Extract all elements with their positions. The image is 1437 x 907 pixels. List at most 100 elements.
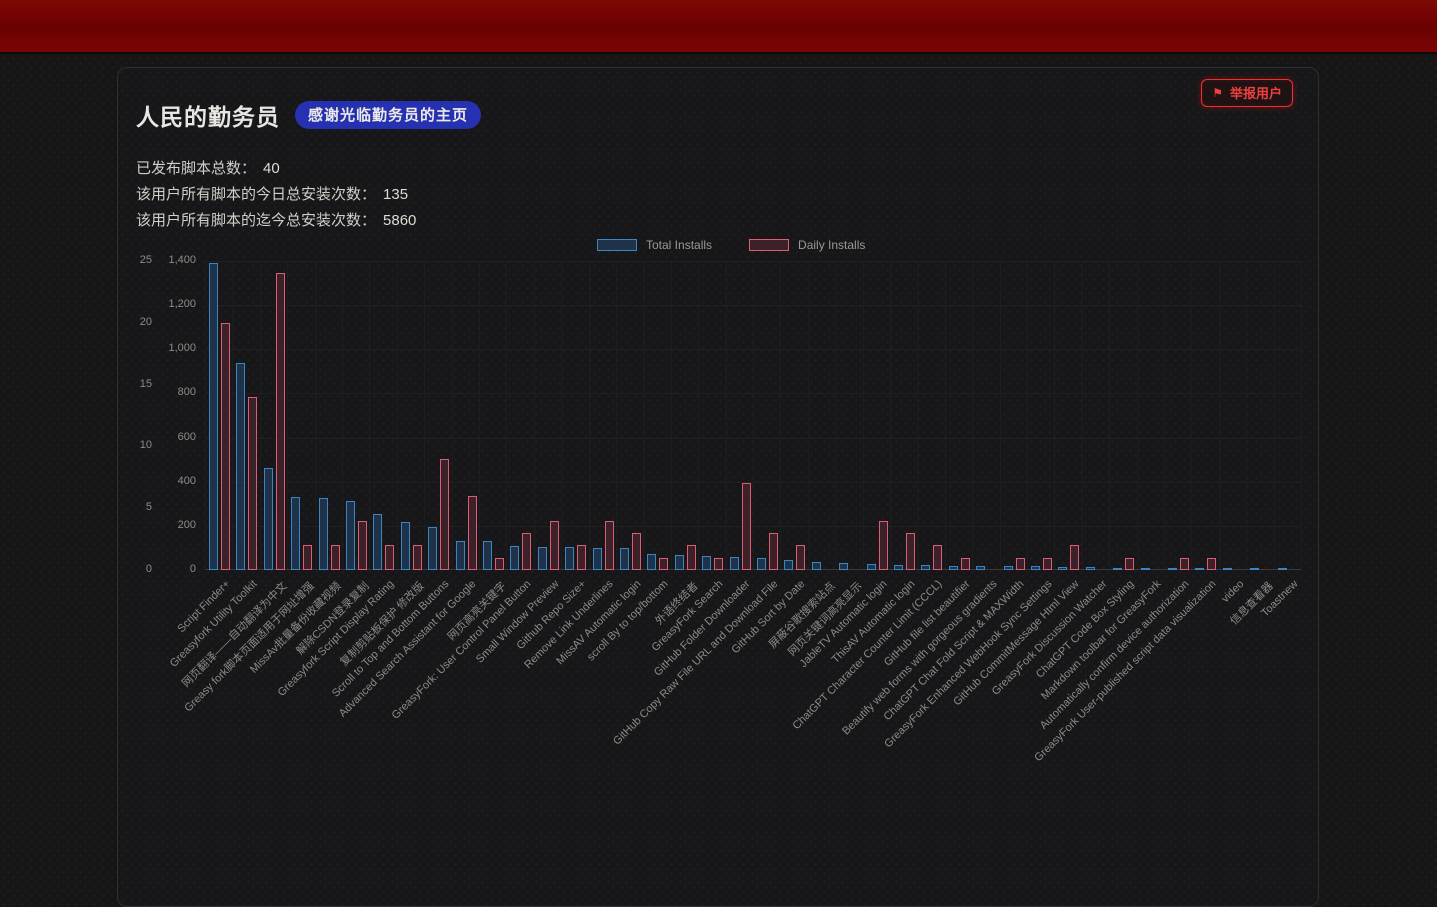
gridline-vertical (342, 261, 343, 570)
bar-total-installs (647, 554, 657, 570)
x-axis-label: MissAv批量备份收藏视频 (248, 580, 344, 676)
x-axis-label: 网页关键词高亮显示 (786, 580, 865, 659)
gridline-vertical (698, 261, 700, 570)
bar-total-installs (510, 546, 520, 570)
stat-daily-installs: 该用户所有脚本的今日总安装次数： 135 (136, 182, 1318, 208)
bar-total-installs (1113, 567, 1123, 570)
gridline-vertical (972, 261, 974, 570)
bar-total-installs (921, 565, 931, 570)
gridline-horizontal (205, 349, 1301, 351)
y-axis-tick-daily: 15 (139, 377, 152, 390)
bar-total-installs (209, 263, 218, 570)
bar-total-installs (428, 526, 438, 570)
flag-icon: ⚑ (1212, 85, 1223, 100)
report-user-button[interactable]: ⚑ 举报用户 (1201, 79, 1293, 107)
x-axis-label: GitHub Copy Raw File URL and Download Fi… (610, 578, 781, 748)
gridline-vertical (533, 261, 535, 570)
gridline-vertical (780, 261, 782, 570)
bar-daily-installs (330, 545, 340, 570)
bar-daily-installs (741, 483, 751, 570)
x-axis-label: Beautify web forms with gorgeous gradien… (840, 578, 1000, 738)
bar-daily-installs (1043, 557, 1052, 570)
y-axis-tick-daily: 0 (145, 563, 152, 575)
x-axis-label: Advanced Search Assistant for Google (337, 578, 479, 720)
gridline-vertical (1273, 261, 1275, 570)
user-profile-panel: ⚑ 举报用户 人民的勤务员 感谢光临勤务员的主页 已发布脚本总数： 40 该用户所… (117, 67, 1319, 907)
x-axis-label: GreasyFork: User Control Panel Button (389, 578, 534, 722)
gridline-vertical (616, 261, 617, 570)
gridline-horizontal (205, 305, 1301, 307)
bar-daily-installs (303, 545, 313, 570)
bar-daily-installs (549, 520, 559, 570)
x-axis-label: GreasyFork Discussion Watcher (989, 578, 1109, 698)
x-axis-line (205, 569, 1301, 570)
x-axis-label: scroll By to top/bottom (585, 578, 671, 664)
gridline-vertical (1109, 261, 1111, 570)
bar-total-installs (1277, 568, 1287, 570)
gridline-vertical (232, 261, 234, 570)
x-axis-label: MissAV Automatic login (553, 578, 644, 668)
bar-total-installs (1003, 566, 1013, 570)
gridline-vertical (424, 261, 426, 570)
bar-total-installs (1058, 566, 1068, 570)
x-axis-label: GitHub CommitMessage Html View (951, 578, 1082, 709)
bar-daily-installs (686, 545, 696, 570)
bar-total-installs (1140, 568, 1150, 570)
bar-total-installs (811, 561, 821, 570)
chart-legend: Total Installs Daily Installs (597, 238, 865, 252)
gridline-vertical (1246, 261, 1248, 570)
stat-daily-installs-label: 该用户所有脚本的今日总安装次数： (136, 186, 377, 203)
gridline-vertical (1191, 261, 1193, 570)
gridline-horizontal (205, 525, 1301, 527)
x-axis-label: ChatGPT Chat Fold Script & MAXWidth (881, 578, 1027, 723)
gridline-vertical (1027, 261, 1028, 570)
bar-daily-installs (769, 532, 778, 570)
gridline-vertical (396, 261, 398, 570)
gridline-vertical (999, 261, 1001, 570)
bar-total-installs (1031, 566, 1040, 570)
bar-daily-installs (960, 557, 970, 570)
x-axis-label: 解除CSDN登录复制 (294, 580, 372, 658)
bar-total-installs (866, 563, 876, 570)
x-axis-label: Toastnew (1259, 578, 1301, 620)
report-user-label: 举报用户 (1229, 86, 1282, 101)
stat-total-installs-value: 5860 (383, 212, 417, 229)
x-axis-label: Remove Link Underlines (522, 578, 616, 672)
x-axis-label: 屏蔽谷歌搜索站点 (766, 580, 838, 651)
gridline-horizontal (205, 481, 1301, 483)
x-axis-label: GitHub Folder Downloader (652, 578, 753, 679)
x-axis-label: JableTV Automatic login (797, 578, 890, 670)
y-axis-tick-total: 1,000 (168, 342, 196, 355)
bar-total-installs (318, 498, 328, 570)
bar-total-installs (346, 501, 355, 570)
bar-daily-installs (577, 545, 587, 570)
legend-item-total: Total Installs (597, 238, 712, 252)
gridline-vertical (287, 261, 289, 570)
gridline-vertical (835, 261, 837, 570)
gridline-vertical (1164, 261, 1165, 570)
stat-total-scripts-label: 已发布脚本总数： (136, 160, 257, 177)
x-axis-label: 复制剪贴板保护 修改版 (337, 580, 427, 669)
y-axis-tick-total: 1,400 (168, 254, 196, 266)
legend-swatch-total (597, 239, 637, 251)
gridline-horizontal (205, 261, 1301, 262)
bar-total-installs (1222, 568, 1232, 570)
gridline-vertical (1136, 261, 1138, 570)
y-axis-tick-daily: 10 (139, 439, 152, 452)
y-axis-tick-total: 1,200 (168, 298, 196, 311)
legend-swatch-daily (749, 239, 790, 251)
x-axis-label: Greasyfork Script Display Rating (275, 578, 397, 699)
page-title: 人民的勤务员 (136, 104, 280, 130)
x-axis-label: Small Window Preview (473, 578, 561, 666)
bar-daily-installs (248, 396, 258, 570)
bar-daily-installs (659, 557, 669, 570)
bar-daily-installs (1070, 545, 1080, 570)
bar-daily-installs (878, 520, 888, 570)
gridline-vertical (205, 261, 206, 570)
bar-daily-installs (358, 520, 367, 570)
x-axis-label: GitHub file list beautifier (881, 578, 972, 669)
bar-daily-installs (796, 545, 806, 570)
bar-total-installs (483, 541, 492, 570)
bar-total-installs (455, 540, 465, 570)
y-axis-tick-total: 200 (177, 518, 196, 531)
